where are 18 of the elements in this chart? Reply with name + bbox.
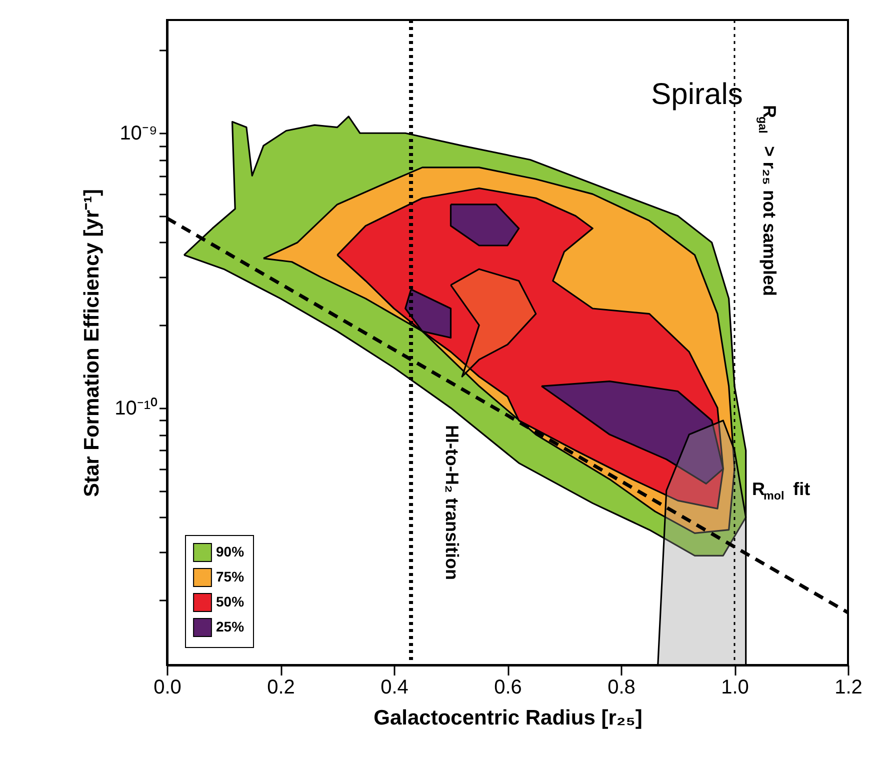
- y-tick-label: 10⁻⁹: [120, 122, 158, 145]
- x-tick-label: 1.2: [834, 676, 862, 698]
- x-axis-title: Galactocentric Radius [r₂₅]: [374, 706, 642, 730]
- ref-line-label: HI-to-H₂ transition: [442, 425, 462, 580]
- x-tick-label: 0.6: [494, 676, 522, 698]
- x-tick-label: 1.0: [721, 676, 749, 698]
- x-tick-label: 0.2: [267, 676, 295, 698]
- y-tick-label: 10⁻¹⁰: [114, 396, 158, 420]
- y-axis-title: Star Formation Efficiency [yr⁻¹]: [80, 188, 104, 498]
- legend-label: 90%: [216, 544, 245, 560]
- annotation: Spirals: [651, 78, 743, 111]
- legend-label: 25%: [216, 618, 245, 634]
- legend-label: 50%: [216, 594, 245, 610]
- x-tick-label: 0.4: [380, 676, 408, 698]
- legend-label: 75%: [216, 568, 245, 584]
- ref-line-label: Rgal > r₂₅ not sampled: [756, 105, 780, 296]
- x-tick-label: 0.8: [608, 676, 636, 698]
- x-tick-label: 0.0: [154, 676, 182, 698]
